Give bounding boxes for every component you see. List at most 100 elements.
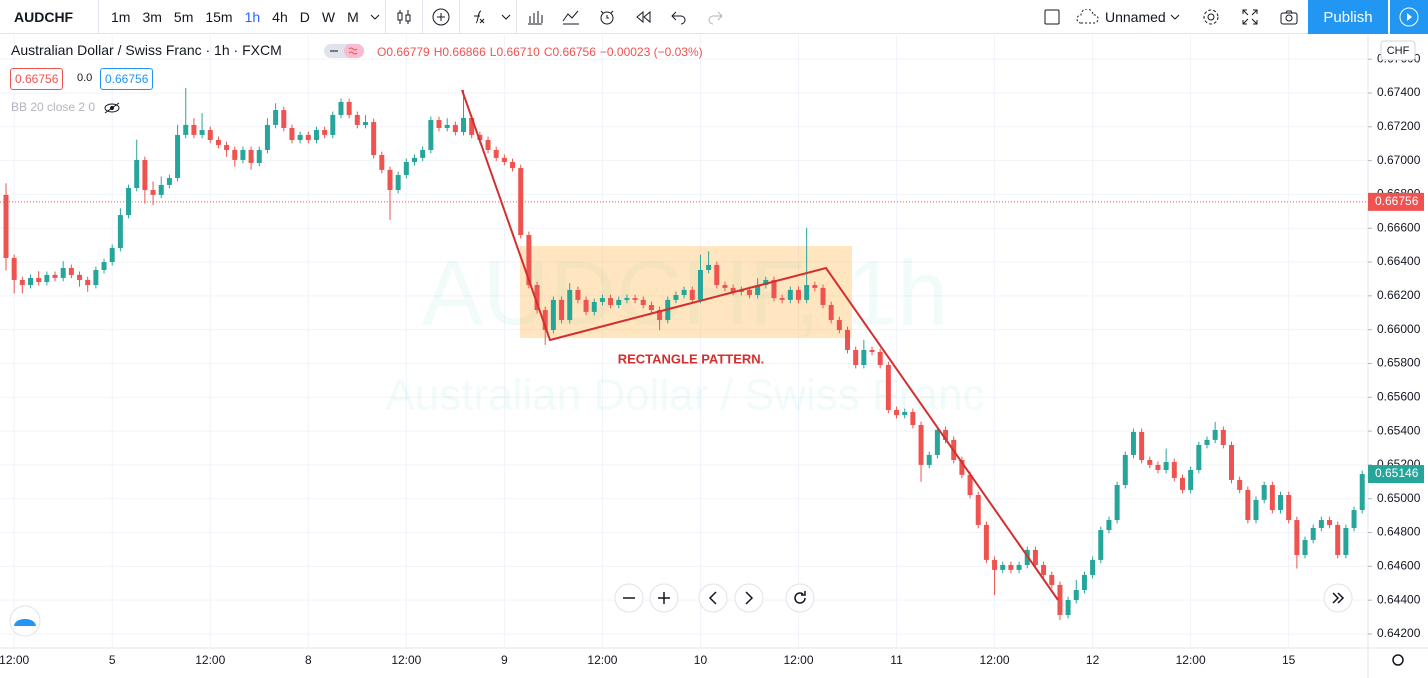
- candle-body: [632, 298, 638, 300]
- candle-body: [1081, 574, 1087, 591]
- candle-body: [1343, 527, 1349, 556]
- interval[interactable]: M: [347, 8, 359, 25]
- interval[interactable]: 1h: [244, 8, 261, 25]
- candle-body: [150, 190, 156, 195]
- candle-body: [1106, 520, 1112, 530]
- x-tick-label: 15: [1282, 653, 1296, 667]
- candle-body: [787, 289, 793, 300]
- candle-body: [256, 149, 262, 163]
- layout-menu[interactable]: Unnamed: [1075, 0, 1184, 34]
- candle-body: [183, 124, 189, 135]
- replay-button[interactable]: [625, 0, 661, 34]
- interval-dropdown[interactable]: [365, 0, 385, 34]
- x-tick-label: 9: [501, 653, 508, 667]
- candle-body: [248, 149, 254, 163]
- x-tick-label: 12: [1086, 653, 1100, 667]
- candle-body: [19, 279, 25, 286]
- candle-body: [697, 269, 703, 300]
- cloud-icon: [1076, 9, 1099, 24]
- publish-menu-button[interactable]: [1389, 0, 1428, 34]
- y-tick-label: 0.65800: [1377, 356, 1421, 370]
- candle-body: [142, 159, 148, 191]
- fullscreen-button[interactable]: [1232, 0, 1268, 34]
- buy-price[interactable]: 0.66756: [100, 68, 154, 90]
- ohlc-close: C0.66756: [543, 45, 596, 59]
- hidden-icon[interactable]: [103, 102, 121, 114]
- interval[interactable]: 3m: [142, 8, 162, 25]
- interval[interactable]: 1m: [111, 8, 131, 25]
- icon: [1332, 592, 1345, 604]
- symbol[interactable]: AUDCHF: [14, 8, 74, 25]
- scroll-right-button[interactable]: [734, 583, 764, 613]
- settings-icon[interactable]: [1392, 654, 1404, 666]
- ohlc-values: O0.66779 H0.66866 L0.66710 C0.66756 −0.00023…: [377, 45, 707, 59]
- spread: 0.0: [77, 72, 93, 84]
- trend-lines: [461, 89, 1059, 601]
- settings-button[interactable]: [1193, 0, 1229, 34]
- candle-body: [452, 124, 458, 133]
- candle-body: [1318, 520, 1324, 528]
- candle-body: [158, 184, 164, 195]
- indicators-button[interactable]: [460, 0, 496, 34]
- candle-body: [191, 124, 197, 135]
- separator: [458, 0, 460, 34]
- candle-body: [877, 351, 883, 365]
- chart-style-button[interactable]: [386, 0, 422, 34]
- candle-body: [1122, 454, 1128, 486]
- candle-body: [1188, 469, 1194, 490]
- snapshot-button[interactable]: [1271, 0, 1307, 34]
- scroll-left-button[interactable]: [698, 583, 728, 613]
- candle-body: [967, 474, 973, 496]
- interval[interactable]: 5m: [173, 8, 194, 25]
- candle-body: [648, 304, 654, 311]
- dropdown-icon: [1170, 14, 1180, 20]
- candle-body: [959, 460, 965, 475]
- candle-body: [1269, 485, 1275, 511]
- undo-button[interactable]: [661, 0, 697, 34]
- interval[interactable]: D: [299, 8, 310, 25]
- candle-body: [232, 149, 238, 160]
- candle-body: [60, 267, 66, 278]
- candle-body: [297, 134, 303, 140]
- indicators-dropdown[interactable]: [496, 0, 516, 34]
- publish-button[interactable]: Publish: [1308, 0, 1388, 34]
- candle-body: [1237, 479, 1243, 490]
- compare-button[interactable]: [423, 0, 459, 34]
- interval[interactable]: W: [321, 8, 336, 25]
- alert-button[interactable]: [589, 0, 625, 34]
- toolbar: AUDCHF 1m 3m 5m 15m 1h 4h D W M Unnamed …: [0, 0, 1428, 34]
- series-title: Australian Dollar / Swiss Franc · 1h · F…: [11, 42, 282, 58]
- candle-body: [1212, 429, 1218, 440]
- layout-button[interactable]: [1034, 0, 1070, 34]
- candle-body: [1090, 559, 1096, 575]
- candle-body: [1253, 499, 1259, 521]
- interval[interactable]: 15m: [205, 8, 233, 25]
- y-tick-label: 0.64800: [1377, 525, 1421, 539]
- candle-body: [714, 264, 720, 286]
- candle-body: [526, 234, 532, 286]
- candle-body: [918, 425, 924, 465]
- reset-button[interactable]: [785, 583, 815, 613]
- icon: [794, 591, 806, 604]
- candle-body: [845, 330, 851, 350]
- interval[interactable]: 4h: [272, 8, 288, 25]
- financials-button[interactable]: [517, 0, 553, 34]
- y-tick-label: 0.66400: [1377, 254, 1421, 268]
- candle-body: [395, 174, 401, 191]
- annotation: RECTANGLE PATTERN.: [618, 351, 765, 366]
- candle-body: [1302, 539, 1308, 556]
- candle-body: [853, 349, 859, 365]
- candle-body: [346, 101, 352, 115]
- candle-body: [820, 287, 826, 305]
- candle-body: [403, 161, 409, 175]
- candle-body: [992, 559, 998, 570]
- candle-body: [289, 127, 295, 140]
- x-tick-label: 12:00: [0, 653, 30, 667]
- templates-button[interactable]: [553, 0, 589, 34]
- y-tick-label: 0.65600: [1377, 389, 1421, 403]
- candle-body: [550, 299, 556, 331]
- redo-button[interactable]: [697, 0, 733, 34]
- candle-body: [1000, 564, 1006, 570]
- candle-body: [1114, 485, 1120, 521]
- sell-price[interactable]: 0.66756: [10, 68, 64, 90]
